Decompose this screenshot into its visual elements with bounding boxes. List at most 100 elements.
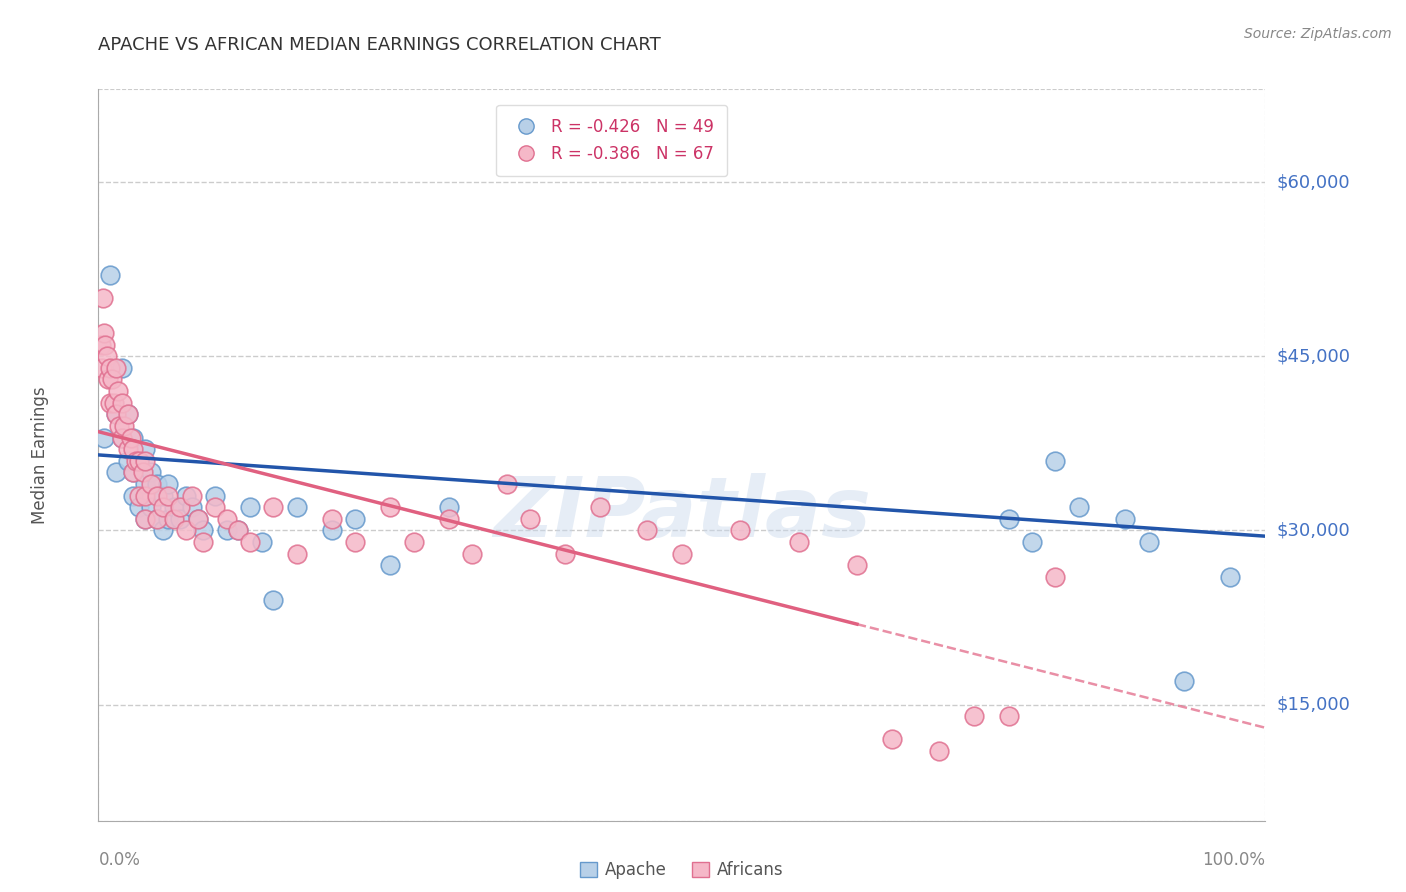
Point [1021, 535, 1043, 549]
Text: Source: ZipAtlas.com: Source: ZipAtlas.com [1244, 27, 1392, 41]
Point [787, 535, 810, 549]
Point [169, 500, 191, 515]
Text: ZIPatlas: ZIPatlas [494, 473, 870, 554]
Point [122, 466, 145, 480]
Point [285, 547, 308, 561]
Point [122, 430, 145, 444]
Point [163, 512, 186, 526]
Point [122, 489, 145, 503]
Point [880, 732, 903, 747]
Point [215, 524, 238, 538]
Point [122, 442, 145, 456]
Point [461, 547, 484, 561]
Point [402, 535, 425, 549]
Point [104, 360, 127, 375]
Point [112, 418, 135, 433]
Point [589, 500, 612, 515]
Point [96, 349, 118, 363]
Text: $45,000: $45,000 [1277, 347, 1351, 365]
Point [1067, 500, 1090, 515]
Point [98, 360, 121, 375]
Point [139, 466, 162, 480]
Point [1219, 570, 1241, 584]
Point [997, 512, 1019, 526]
Point [104, 407, 127, 421]
Point [122, 466, 145, 480]
Point [157, 489, 180, 503]
Point [215, 512, 238, 526]
Point [101, 372, 124, 386]
Text: $15,000: $15,000 [1277, 696, 1350, 714]
Point [845, 558, 868, 573]
Point [228, 524, 250, 538]
Point [146, 512, 169, 526]
Point [321, 524, 343, 538]
Point [180, 500, 202, 515]
Point [1137, 535, 1160, 549]
Text: $60,000: $60,000 [1277, 173, 1350, 191]
Point [239, 535, 262, 549]
Point [378, 558, 402, 573]
Point [174, 524, 197, 538]
Point [128, 500, 150, 515]
Point [962, 709, 984, 723]
Point [111, 430, 134, 444]
Point [250, 535, 273, 549]
Point [146, 512, 169, 526]
Point [495, 477, 517, 491]
Point [117, 407, 139, 421]
Text: $30,000: $30,000 [1277, 522, 1350, 540]
Point [128, 454, 150, 468]
Point [125, 454, 148, 468]
Text: 100.0%: 100.0% [1202, 851, 1265, 869]
Point [111, 360, 134, 375]
Point [204, 500, 226, 515]
Point [111, 430, 134, 444]
Point [134, 512, 156, 526]
Point [152, 524, 174, 538]
Point [139, 500, 162, 515]
Point [134, 477, 156, 491]
Point [107, 384, 129, 398]
Point [344, 512, 367, 526]
Point [163, 500, 186, 515]
Point [117, 442, 139, 456]
Point [97, 372, 120, 386]
Text: Median Earnings: Median Earnings [31, 386, 49, 524]
Point [730, 524, 752, 538]
Point [174, 489, 197, 503]
Point [262, 593, 284, 607]
Point [98, 268, 121, 282]
Legend: Apache, Africans: Apache, Africans [574, 855, 790, 886]
Point [117, 454, 139, 468]
Point [187, 512, 209, 526]
Point [636, 524, 658, 538]
Point [519, 512, 541, 526]
Point [1045, 454, 1067, 468]
Point [169, 512, 191, 526]
Point [378, 500, 402, 515]
Point [91, 291, 114, 305]
Point [187, 512, 209, 526]
Point [108, 418, 131, 433]
Point [104, 407, 127, 421]
Point [437, 500, 460, 515]
Point [128, 454, 150, 468]
Point [103, 395, 125, 409]
Point [152, 500, 174, 515]
Point [1173, 674, 1195, 689]
Point [437, 512, 460, 526]
Text: 0.0%: 0.0% [98, 851, 141, 869]
Point [104, 466, 127, 480]
Point [928, 744, 950, 758]
Point [90, 337, 112, 351]
Text: APACHE VS AFRICAN MEDIAN EARNINGS CORRELATION CHART: APACHE VS AFRICAN MEDIAN EARNINGS CORREL… [98, 36, 661, 54]
Point [120, 430, 142, 444]
Point [134, 442, 156, 456]
Point [344, 535, 367, 549]
Point [997, 709, 1019, 723]
Point [180, 489, 202, 503]
Point [146, 489, 169, 503]
Point [239, 500, 262, 515]
Point [157, 512, 180, 526]
